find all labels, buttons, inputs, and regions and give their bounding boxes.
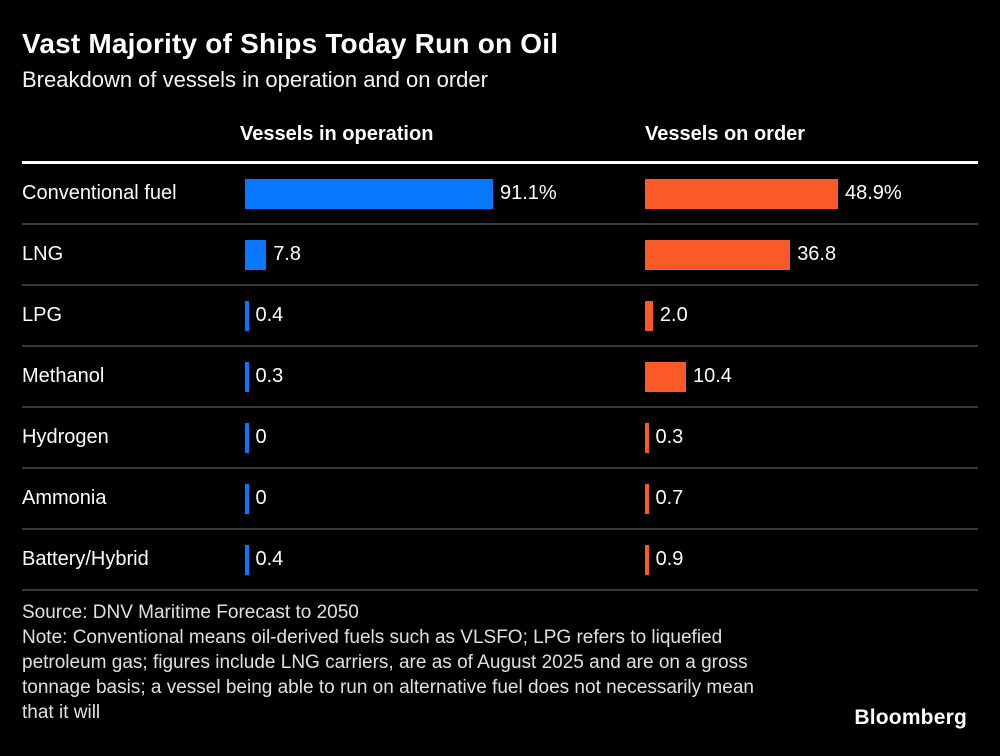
column-header-operation: Vessels in operation (240, 123, 434, 146)
order-bar (645, 361, 686, 392)
bar-cell: 0.9 (645, 530, 683, 589)
row-label: Ammonia (22, 487, 107, 510)
chart-rows: Conventional fuel 91.1% 48.9% LNG 7.8 36.8 LPG… (22, 164, 978, 592)
order-bar (645, 483, 649, 514)
order-bar (645, 239, 791, 270)
row-label: Hydrogen (22, 426, 109, 449)
row-label: Methanol (22, 365, 105, 388)
order-bar (645, 300, 653, 331)
table-row: Ammonia 0 0.7 (22, 469, 978, 531)
chart-subtitle: Breakdown of vessels in operation and on… (22, 67, 488, 93)
order-bar (645, 544, 649, 575)
order-bar (645, 422, 649, 453)
operation-value: 0.3 (255, 365, 284, 388)
operation-bar (245, 483, 249, 514)
table-row: Battery/Hybrid 0.4 0.9 (22, 530, 978, 592)
row-label: Conventional fuel (22, 182, 177, 205)
operation-value: 91.1% (500, 182, 557, 205)
page-title: Vast Majority of Ships Today Run on Oil (22, 28, 559, 59)
order-value: 36.8 (797, 243, 837, 266)
table-row: Methanol 0.3 10.4 (22, 347, 978, 409)
bar-cell: 0 (245, 408, 267, 467)
operation-bar (245, 239, 267, 270)
order-value: 2.0 (659, 304, 688, 327)
order-value: 10.4 (693, 365, 732, 388)
chart-footer: Source: DNV Maritime Forecast to 2050 No… (22, 600, 770, 725)
order-value: 0.7 (655, 487, 684, 510)
bar-cell: 10.4 (645, 347, 732, 406)
bar-cell: 48.9% (645, 164, 902, 223)
table-row: Hydrogen 0 0.3 (22, 408, 978, 470)
bar-cell: 36.8 (645, 225, 836, 284)
operation-value: 0.4 (255, 548, 284, 571)
operation-value: 0 (255, 426, 267, 449)
row-label: LNG (22, 243, 64, 266)
order-bar (645, 178, 838, 209)
order-value: 0.3 (655, 426, 684, 449)
operation-value: 7.8 (273, 243, 301, 266)
row-label: LPG (22, 304, 63, 327)
bloomberg-logo: Bloomberg (854, 706, 967, 729)
bar-cell: 0.7 (645, 469, 683, 528)
bar-cell: 0 (245, 469, 267, 528)
bar-cell: 91.1% (245, 164, 557, 223)
operation-bar (245, 544, 249, 575)
bar-cell: 7.8 (245, 225, 301, 284)
column-header-order: Vessels on order (645, 123, 806, 146)
order-value: 0.9 (655, 548, 684, 571)
operation-bar (245, 178, 493, 209)
table-row: LPG 0.4 2.0 (22, 286, 978, 348)
bar-cell: 0.4 (245, 286, 283, 345)
table-row: LNG 7.8 36.8 (22, 225, 978, 287)
source-text: Source: DNV Maritime Forecast to 2050 (22, 602, 359, 624)
operation-bar (245, 422, 249, 453)
operation-value: 0.4 (255, 304, 284, 327)
bar-cell: 2.0 (645, 286, 688, 345)
row-label: Battery/Hybrid (22, 548, 149, 571)
operation-bar (245, 361, 249, 392)
column-headers: Vessels in operation Vessels on order (22, 92, 978, 161)
order-value: 48.9% (845, 182, 902, 205)
bar-cell: 0.3 (645, 408, 683, 467)
note-text: Note: Conventional means oil-derived fue… (22, 627, 754, 724)
bar-cell: 0.3 (245, 347, 283, 406)
operation-value: 0 (255, 487, 267, 510)
bar-cell: 0.4 (245, 530, 283, 589)
header-rule (22, 161, 978, 165)
table-row: Conventional fuel 91.1% 48.9% (22, 164, 978, 226)
operation-bar (245, 300, 249, 331)
